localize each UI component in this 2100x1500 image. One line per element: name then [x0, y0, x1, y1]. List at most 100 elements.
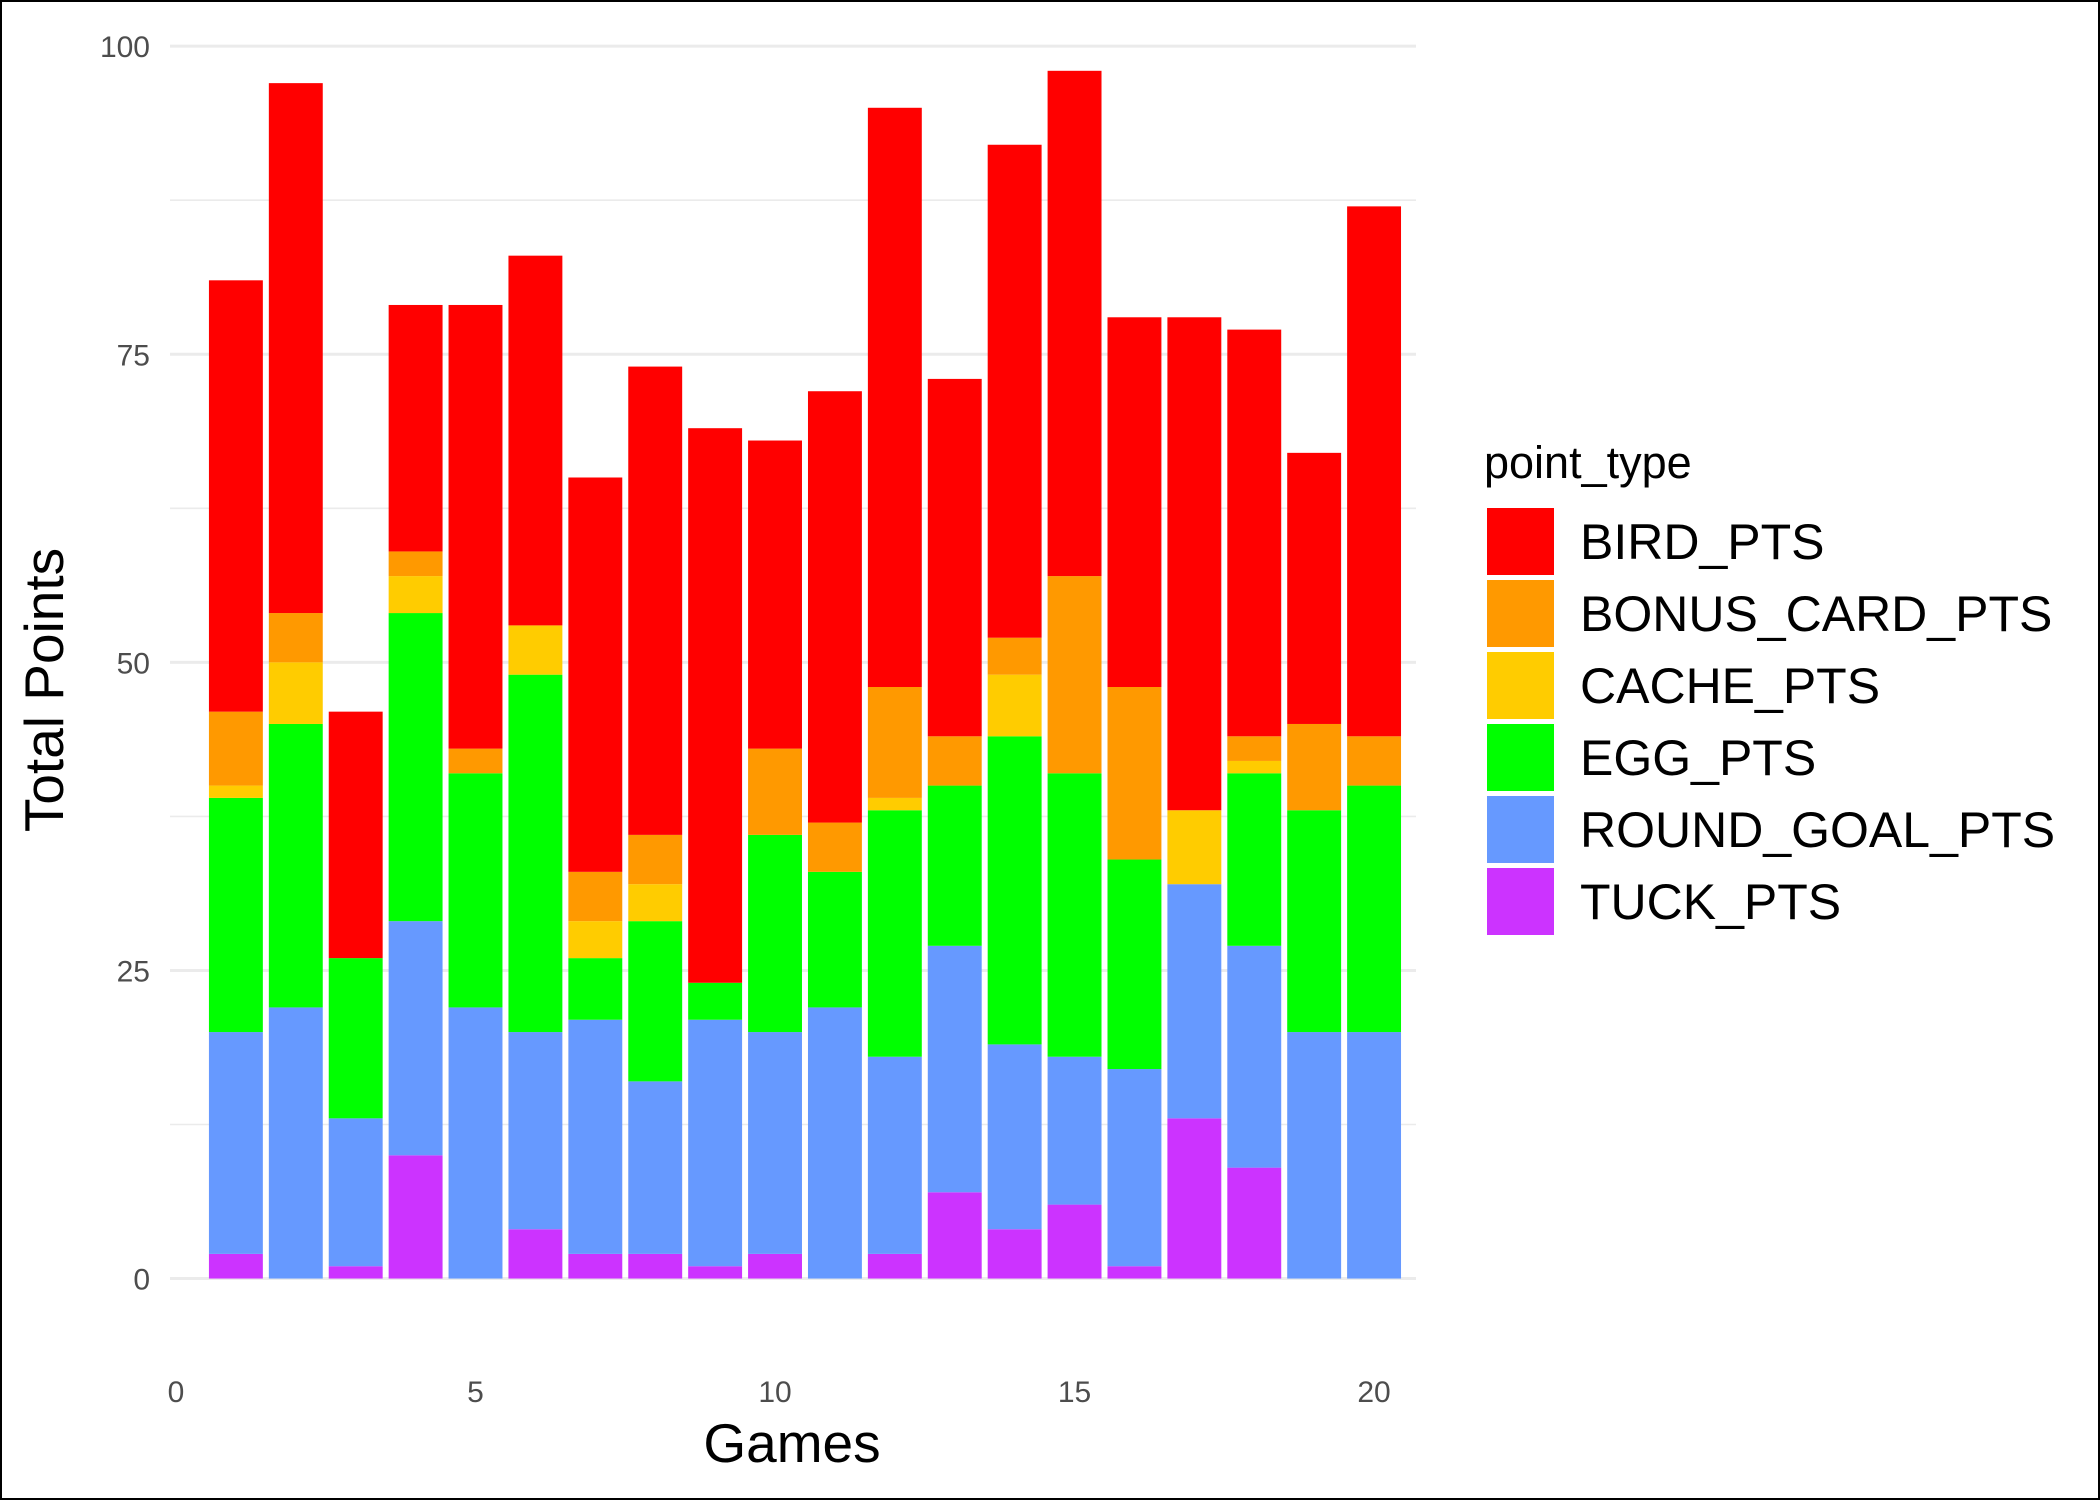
bar-segment-round-goal-pts [688, 1019, 743, 1267]
y-axis-ticks: 0 25 50 75 100 [100, 31, 150, 1296]
x-tick-label: 5 [467, 1376, 484, 1409]
bar-segment-cache-pts [1167, 810, 1222, 885]
bar-segment-tuck-pts [867, 1253, 922, 1279]
bar-stack-game-20 [1347, 206, 1402, 1279]
bar-segment-round-goal-pts [807, 1007, 862, 1279]
bar-segment-tuck-pts [1047, 1204, 1102, 1279]
bar-segment-cache-pts [508, 625, 563, 675]
bar-segment-egg-pts [628, 921, 683, 1082]
bar-segment-bonus-card-pts [448, 748, 503, 774]
bar-stack-game-17 [1167, 317, 1222, 1279]
bar-stack-game-9 [688, 428, 743, 1279]
legend-title: point_type [1484, 437, 1692, 488]
bar-segment-egg-pts [268, 723, 323, 1008]
y-tick-label: 100 [100, 31, 150, 64]
bar-segment-tuck-pts [388, 1155, 443, 1279]
bar-segment-tuck-pts [688, 1266, 743, 1279]
bar-segment-egg-pts [328, 958, 383, 1119]
bar-segment-bird-pts [508, 255, 563, 626]
bar-stacks [208, 70, 1402, 1279]
bar-segment-cache-pts [1227, 760, 1282, 774]
bar-stack-game-10 [748, 440, 802, 1279]
bar-segment-bonus-card-pts [748, 748, 802, 835]
bar-segment-egg-pts [867, 810, 922, 1057]
bar-segment-bird-pts [568, 477, 623, 872]
bar-segment-round-goal-pts [1107, 1069, 1162, 1267]
bar-segment-round-goal-pts [628, 1081, 683, 1254]
bar-segment-egg-pts [927, 785, 982, 946]
bar-segment-egg-pts [508, 674, 563, 1033]
bar-segment-tuck-pts [508, 1229, 563, 1279]
bar-segment-bird-pts [328, 711, 383, 959]
bar-stack-game-5 [448, 304, 503, 1279]
bar-segment-egg-pts [1347, 785, 1402, 1033]
legend-label-cache-pts: CACHE_PTS [1580, 658, 1880, 714]
bar-segment-round-goal-pts [987, 1044, 1042, 1230]
bar-stack-game-16 [1107, 317, 1162, 1279]
y-tick-label: 75 [117, 339, 150, 372]
x-tick-label: 0 [168, 1376, 185, 1409]
legend-swatch-cache-pts [1487, 652, 1554, 719]
bar-segment-bonus-card-pts [628, 834, 683, 885]
bar-segment-bonus-card-pts [388, 551, 443, 577]
bar-segment-tuck-pts [927, 1192, 982, 1279]
bar-segment-bonus-card-pts [1227, 736, 1282, 761]
bar-segment-tuck-pts [1227, 1167, 1282, 1279]
bar-segment-cache-pts [388, 576, 443, 614]
bar-segment-round-goal-pts [1287, 1032, 1342, 1279]
y-axis-title: Total Points [13, 548, 75, 832]
legend-label-round-goal-pts: ROUND_GOAL_PTS [1580, 802, 2055, 858]
bar-segment-tuck-pts [748, 1253, 802, 1279]
bar-stack-game-3 [328, 711, 383, 1279]
x-axis-title: Games [703, 1412, 880, 1474]
x-tick-label: 20 [1357, 1376, 1390, 1409]
bar-segment-bonus-card-pts [927, 736, 982, 786]
bar-segment-tuck-pts [987, 1229, 1042, 1279]
bar-stack-game-6 [508, 255, 563, 1279]
bar-stack-game-13 [927, 378, 982, 1279]
bar-segment-tuck-pts [208, 1253, 263, 1279]
bar-segment-bonus-card-pts [1287, 723, 1342, 811]
bar-segment-round-goal-pts [1047, 1056, 1102, 1205]
bar-segment-bird-pts [448, 304, 503, 749]
legend-swatch-bird-pts [1487, 508, 1554, 575]
x-tick-label: 10 [758, 1376, 791, 1409]
bar-segment-bird-pts [867, 107, 922, 688]
legend-label-bird-pts: BIRD_PTS [1580, 514, 1825, 570]
bar-segment-bird-pts [1347, 206, 1402, 737]
bar-stack-game-8 [628, 366, 683, 1279]
legend-swatch-bonus-card-pts [1487, 580, 1554, 647]
bar-segment-bonus-card-pts [987, 637, 1042, 675]
bar-segment-bonus-card-pts [1047, 576, 1102, 774]
bar-segment-tuck-pts [628, 1253, 683, 1279]
bar-stack-game-2 [268, 83, 323, 1279]
legend-items: BIRD_PTS BONUS_CARD_PTS CACHE_PTS EGG_PTS RO… [1487, 508, 2055, 935]
bar-segment-bonus-card-pts [208, 711, 263, 786]
bar-segment-egg-pts [1287, 810, 1342, 1033]
bar-segment-tuck-pts [1107, 1266, 1162, 1279]
bar-segment-egg-pts [448, 773, 503, 1008]
bar-segment-round-goal-pts [748, 1032, 802, 1254]
bar-stack-game-12 [867, 107, 922, 1279]
bar-segment-bird-pts [1227, 329, 1282, 737]
bar-segment-egg-pts [688, 982, 743, 1020]
bar-stack-game-1 [208, 280, 263, 1279]
bar-segment-bird-pts [1107, 317, 1162, 687]
bar-segment-bird-pts [388, 304, 443, 552]
bar-segment-egg-pts [568, 958, 623, 1020]
bar-segment-egg-pts [208, 797, 263, 1033]
bar-segment-bonus-card-pts [807, 822, 862, 872]
bar-stack-game-11 [807, 391, 862, 1279]
bar-segment-round-goal-pts [328, 1118, 383, 1267]
bar-segment-bird-pts [1047, 70, 1102, 577]
bar-segment-tuck-pts [1167, 1118, 1222, 1279]
x-tick-label: 15 [1058, 1376, 1091, 1409]
bar-segment-egg-pts [748, 834, 802, 1033]
bar-segment-round-goal-pts [1347, 1032, 1402, 1279]
bar-segment-round-goal-pts [867, 1056, 922, 1254]
legend-swatch-tuck-pts [1487, 868, 1554, 935]
bar-segment-bird-pts [807, 391, 862, 823]
bar-segment-bonus-card-pts [568, 871, 623, 922]
bar-segment-round-goal-pts [208, 1032, 263, 1254]
